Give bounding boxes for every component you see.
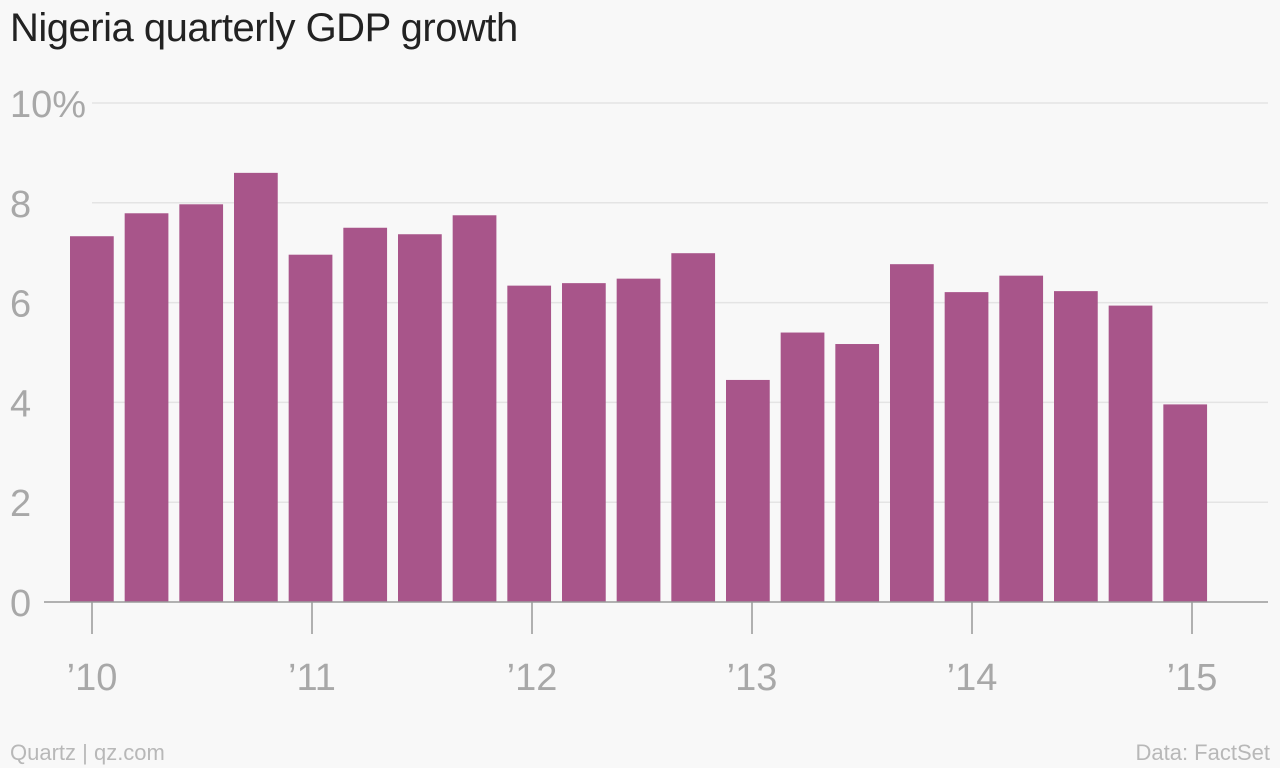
bar <box>1108 305 1153 602</box>
bar <box>562 283 606 602</box>
bar <box>1054 291 1098 602</box>
bar <box>288 254 333 603</box>
y-tick-label: 4 <box>10 383 31 425</box>
bar <box>343 227 388 602</box>
bar <box>616 278 661 602</box>
x-tick-label: ’10 <box>67 657 118 699</box>
bar <box>398 234 442 602</box>
y-tick-label: 10% <box>10 84 86 126</box>
bar <box>452 215 497 602</box>
bar <box>124 213 169 603</box>
bar <box>835 344 880 602</box>
x-tick-label: ’15 <box>1167 657 1218 699</box>
chart-title: Nigeria quarterly GDP growth <box>10 6 518 50</box>
bar <box>70 236 114 602</box>
bar <box>179 204 224 602</box>
bar <box>1163 404 1208 602</box>
x-tick-label: ’13 <box>727 657 778 699</box>
y-tick-label: 6 <box>10 284 31 326</box>
bar <box>726 379 770 602</box>
x-tick-label: ’11 <box>288 657 336 699</box>
x-tick-label: ’14 <box>947 657 998 699</box>
y-tick-label: 8 <box>10 184 31 226</box>
bar <box>944 292 989 602</box>
bar <box>890 264 934 602</box>
bar <box>671 253 716 602</box>
bar <box>234 172 278 603</box>
bar <box>999 275 1044 602</box>
y-tick-label: 0 <box>10 583 31 625</box>
y-tick-label: 2 <box>10 483 31 525</box>
footer-source-right: Data: FactSet <box>1135 740 1270 765</box>
bar <box>780 332 825 602</box>
x-tick-label: ’12 <box>507 657 558 699</box>
bar <box>507 285 552 602</box>
footer-source-left: Quartz | qz.com <box>10 740 165 765</box>
